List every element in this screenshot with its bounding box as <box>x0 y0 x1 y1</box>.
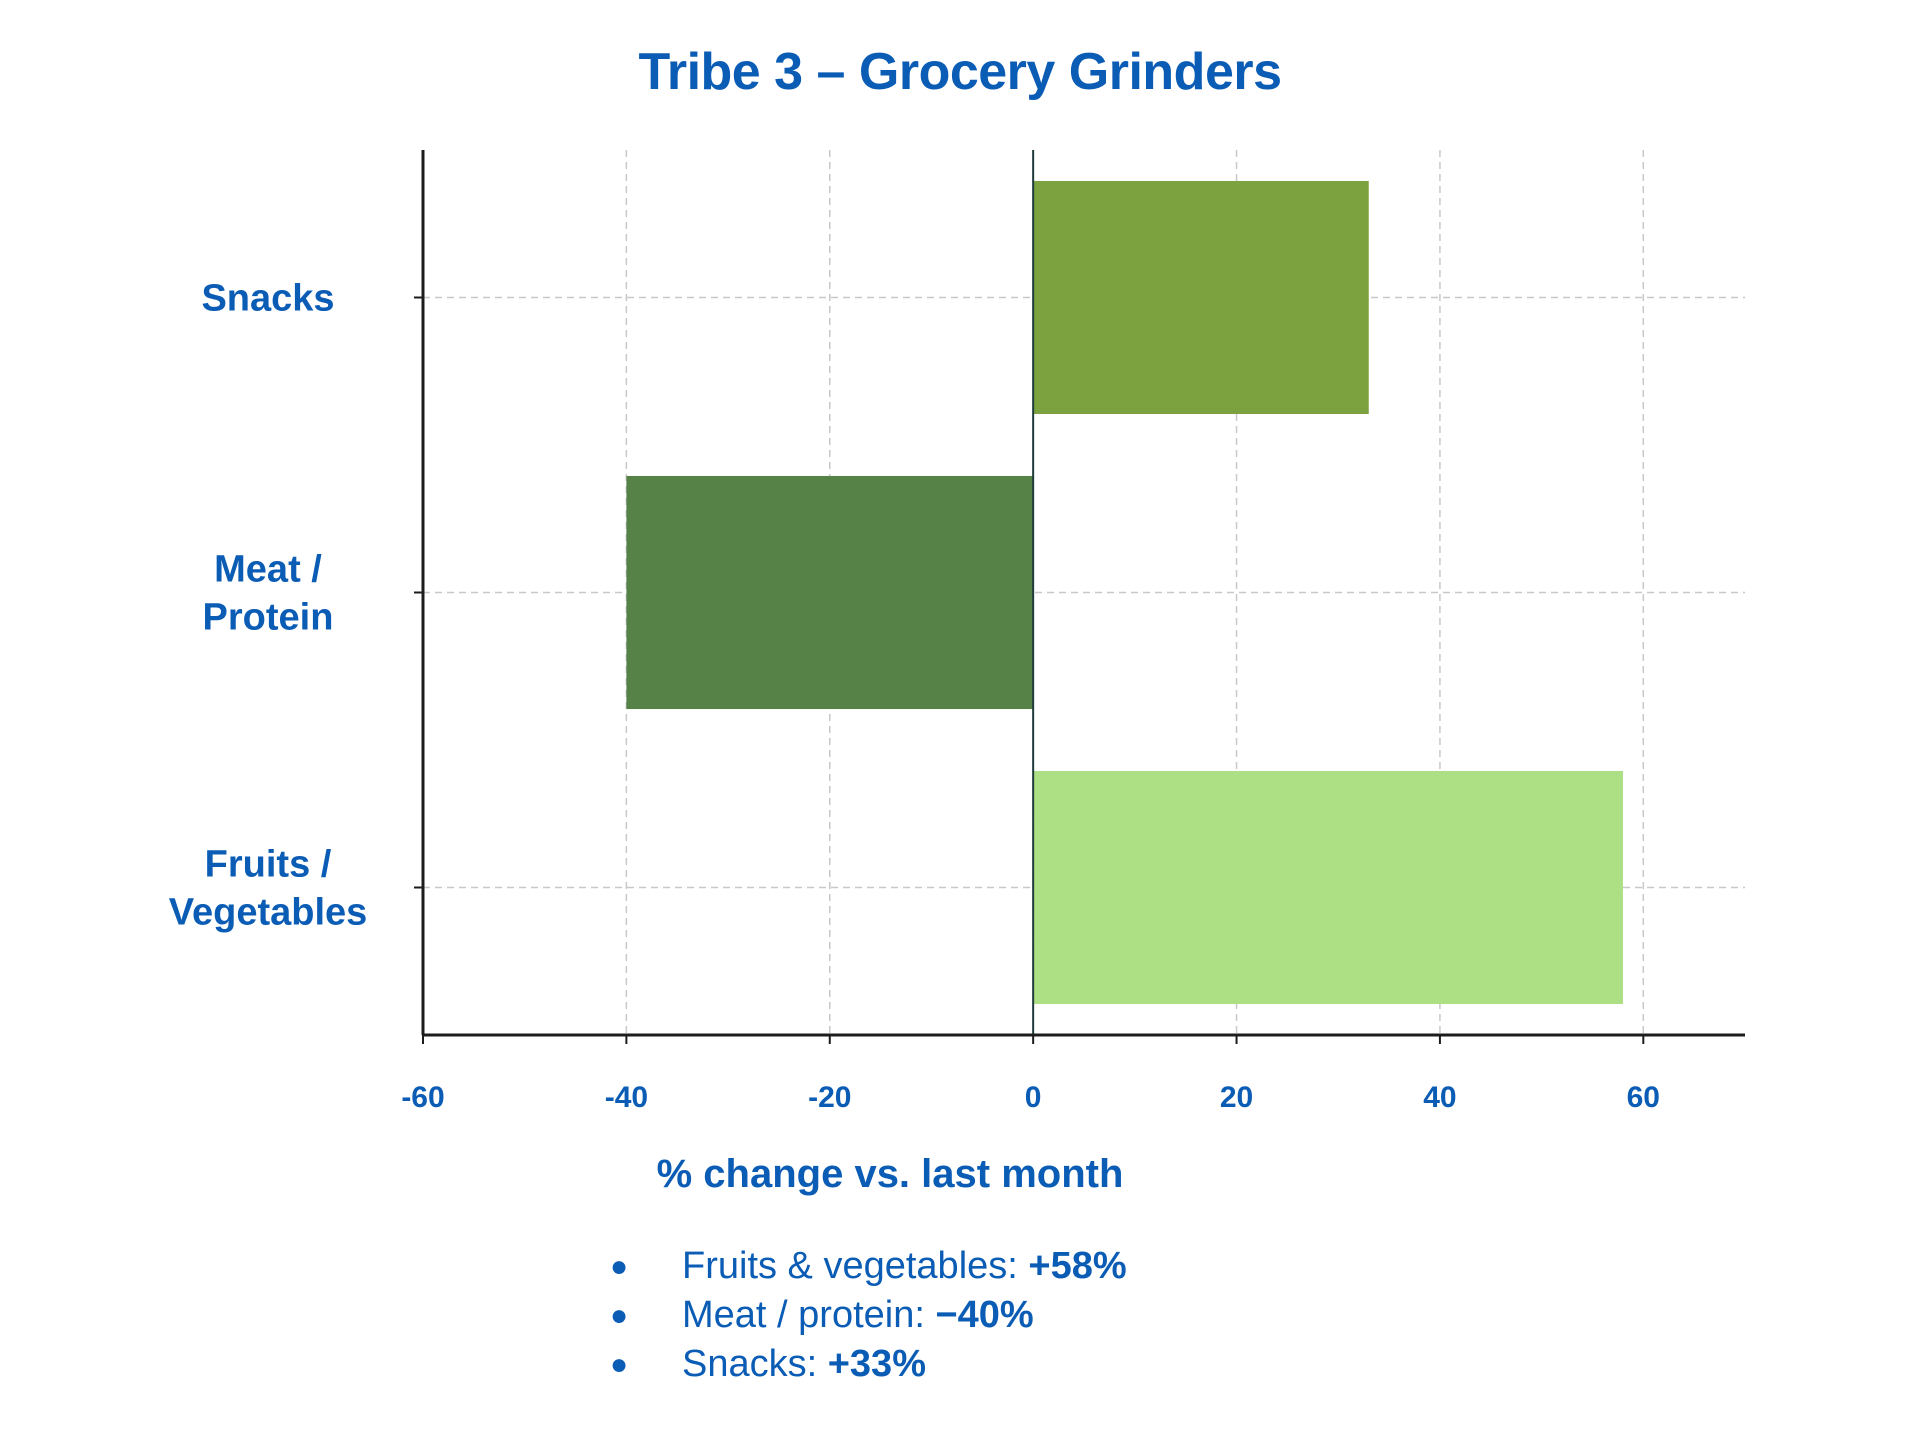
summary-label: Snacks: <box>682 1343 828 1385</box>
x-axis-label: % change vs. last month <box>656 1152 1124 1196</box>
summary-label: Fruits & vegetables: <box>682 1245 1029 1287</box>
y-tick-label: Snacks <box>201 278 334 320</box>
summary-item: ● Snacks: +33% <box>610 1340 1127 1389</box>
x-tick-label: 20 <box>1220 1081 1253 1114</box>
summary-value: −40% <box>935 1294 1034 1336</box>
bar-1 <box>626 475 1034 710</box>
summary-value: +58% <box>1028 1245 1127 1287</box>
bullet-icon: ● <box>610 1348 629 1381</box>
x-tick-label: 40 <box>1423 1081 1456 1114</box>
x-tick-label: 0 <box>1025 1081 1042 1114</box>
y-tick-label: Meat / Protein <box>203 549 334 639</box>
chart-title: Tribe 3 – Grocery Grinders <box>638 43 1282 101</box>
bullet-icon: ● <box>610 1250 629 1283</box>
y-tick-label: Fruits / Vegetables <box>169 844 368 934</box>
x-tick-label: -40 <box>605 1081 648 1114</box>
x-tick-label: -60 <box>401 1081 444 1114</box>
axes <box>414 150 1745 1044</box>
bar-0 <box>1033 180 1369 415</box>
summary-label: Meat / protein: <box>682 1294 936 1336</box>
bars <box>626 180 1623 1005</box>
bullet-icon: ● <box>610 1299 629 1332</box>
summary-item: ● Meat / protein: −40% <box>610 1291 1127 1340</box>
summary-item: ● Fruits & vegetables: +58% <box>610 1242 1127 1291</box>
summary-list: ● Fruits & vegetables: +58% ● Meat / protei… <box>610 1242 1127 1389</box>
summary-value: +33% <box>827 1343 926 1385</box>
labels: -60 -40 -20 0 20 40 60 Snacks Meat / Protein Fruit… <box>169 278 1660 1115</box>
x-tick-label: -20 <box>808 1081 851 1114</box>
x-tick-label: 60 <box>1627 1081 1660 1114</box>
bar-2 <box>1033 770 1623 1005</box>
